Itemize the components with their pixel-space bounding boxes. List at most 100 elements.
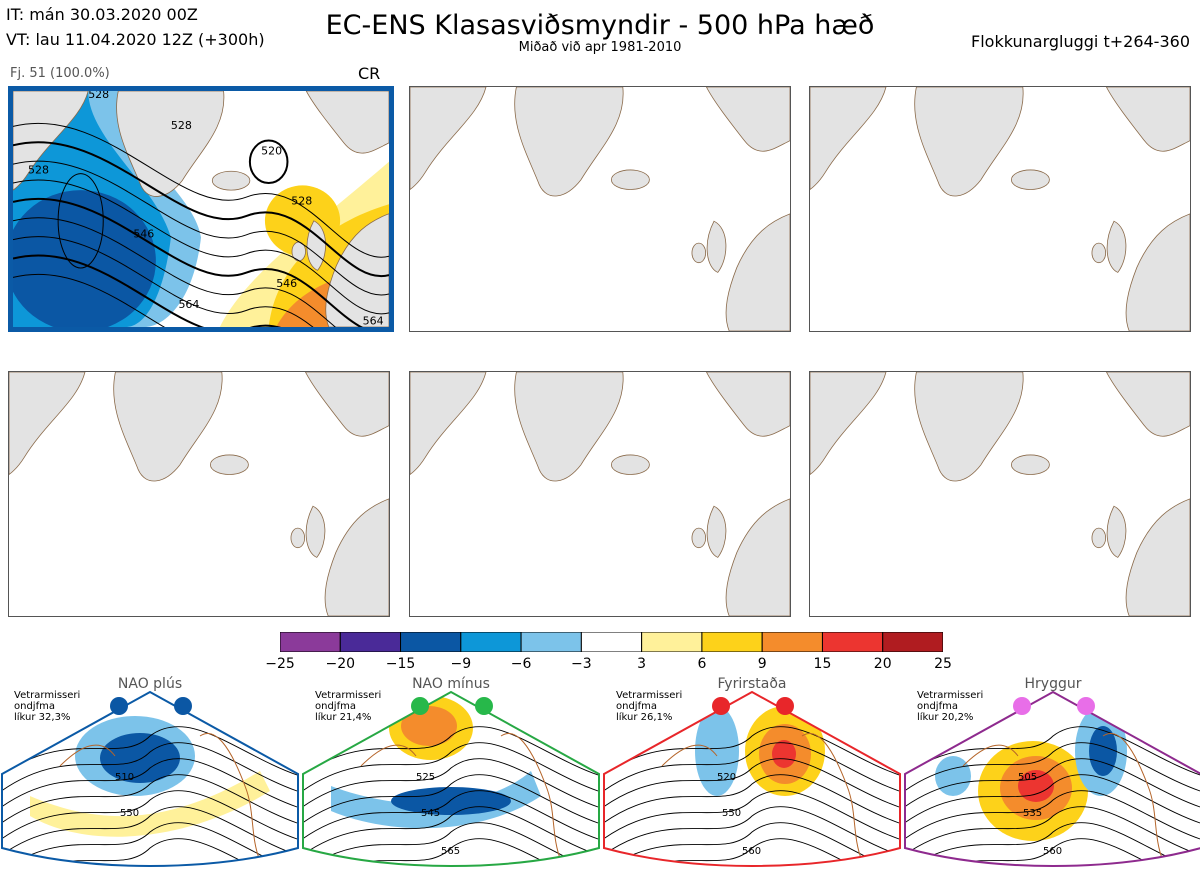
scandinavia <box>305 91 389 154</box>
contour-label: 528 <box>28 164 49 177</box>
regime-contour-label: 545 <box>421 808 440 819</box>
anomaly-pos-core <box>1018 770 1054 802</box>
regime-contour-line <box>905 806 1200 857</box>
colorbar <box>279 631 944 653</box>
regime-panel: 510 550 NAO plús Vetrarmisseri ondjfma líkur … <box>0 676 300 871</box>
ireland <box>691 527 707 549</box>
anomaly-pos-core <box>401 706 457 746</box>
map-svg <box>9 372 389 616</box>
colorbar-bin <box>520 631 582 653</box>
regime-svg: 525 545 565 <box>302 690 600 867</box>
regime-dot <box>776 697 794 715</box>
regime-contour-line <box>604 822 900 866</box>
regime-contour-line <box>604 726 900 777</box>
regime-border <box>603 690 901 867</box>
regime-dot <box>110 697 128 715</box>
britain <box>706 220 727 273</box>
regime-panel: 520 550 560 Fyrirstaða Vetrarmisseri ondjfma l… <box>602 676 902 871</box>
regime-contour-line <box>905 726 1200 777</box>
land-masses <box>810 87 1190 331</box>
regime-contour-label: 525 <box>416 772 435 783</box>
europe <box>324 498 389 616</box>
contour-line <box>13 141 389 278</box>
iceland <box>610 169 650 190</box>
land-masses <box>810 372 1190 616</box>
contour-label: 520 <box>261 145 282 158</box>
regime-dot <box>475 697 493 715</box>
colorbar-svg <box>279 631 944 653</box>
contour-label: 528 <box>291 194 312 207</box>
ireland <box>1091 527 1107 549</box>
cluster-regime: CR <box>358 64 381 83</box>
regime-svg: 520 550 560 <box>603 690 901 867</box>
cluster-map-panel: 520 528 528 528 528 546 546 564 564 <box>8 86 394 332</box>
regime-contour-line <box>303 806 599 857</box>
regime-contour-line <box>604 806 900 857</box>
land-masses <box>9 372 389 616</box>
regime-description-line: líkur 32,3% <box>14 712 71 723</box>
regime-border <box>904 690 1200 867</box>
greenland <box>514 372 624 482</box>
regime-svg: 505 535 560 <box>904 690 1200 867</box>
europe <box>725 498 790 616</box>
colorbar-bin <box>882 631 944 653</box>
regime-coastline <box>59 733 261 862</box>
regime-dot <box>174 697 192 715</box>
regime-contour-label: 510 <box>115 772 134 783</box>
contour-line <box>13 217 336 327</box>
map-svg <box>810 372 1190 616</box>
contour-line <box>13 160 389 296</box>
empty-map-panel <box>409 86 791 332</box>
regime-contour-label: 535 <box>1023 808 1042 819</box>
map-svg <box>810 87 1190 331</box>
colorbar-bin <box>701 631 763 653</box>
contour-line <box>13 254 282 327</box>
iceland <box>1010 454 1050 475</box>
scandinavia <box>705 372 790 437</box>
europe <box>325 213 389 327</box>
regime-description-line: Vetrarmisseri <box>315 690 382 701</box>
regime-contour-label: 565 <box>441 846 460 857</box>
colorbar-tick-label: −20 <box>325 656 356 672</box>
contour-closed-low <box>248 139 289 185</box>
regime-contour-label: 550 <box>120 808 139 819</box>
land-masses <box>410 372 790 616</box>
colorbar-bin <box>460 631 522 653</box>
regime-contour-line <box>2 742 298 793</box>
regime-description: Vetrarmisseri ondjfma líkur 20,2% <box>917 690 983 723</box>
scandinavia <box>1105 372 1190 437</box>
height-contours <box>13 122 389 327</box>
empty-map-panel <box>809 371 1191 617</box>
page-title: EC-ENS Klasasviðsmyndir - 500 hPa hæð <box>325 10 875 41</box>
regime-border <box>1 690 299 867</box>
colorbar-tick-label: 9 <box>757 656 767 672</box>
valid-time: VT: lau 11.04.2020 12Z (+300h) <box>6 30 265 49</box>
iceland <box>1010 169 1050 190</box>
contour-label: 564 <box>178 298 199 311</box>
canada <box>410 87 487 190</box>
regime-description: Vetrarmisseri ondjfma líkur 21,4% <box>315 690 381 723</box>
contour-line <box>13 236 314 327</box>
regime-dot <box>1013 697 1031 715</box>
anomaly-neg <box>695 706 739 796</box>
regime-contour-label: 560 <box>742 846 761 857</box>
regime-map <box>2 716 298 866</box>
regime-contour-line <box>2 822 298 866</box>
regime-contour-label: 550 <box>722 808 741 819</box>
iceland <box>211 170 251 191</box>
contour-line <box>13 273 165 327</box>
regime-description-line: ondjfma <box>14 701 55 712</box>
regime-title: NAO plús <box>117 676 183 692</box>
contour-trough <box>57 173 104 269</box>
colorbar-tick-label: 20 <box>873 656 892 672</box>
greenland <box>514 87 624 197</box>
regime-contour-line <box>303 758 599 809</box>
regime-contour-line <box>303 774 599 825</box>
contour-label: 546 <box>133 227 154 240</box>
regime-panel: 525 545 565 NAO mínus Vetrarmisseri ondjfma lí… <box>301 676 601 871</box>
colorbar-tick-label: −9 <box>450 656 472 672</box>
regime-contour-line <box>303 726 599 777</box>
contour-label: 564 <box>363 315 384 327</box>
colorbar-bin <box>279 631 341 653</box>
anomaly-neg-core <box>100 733 180 783</box>
